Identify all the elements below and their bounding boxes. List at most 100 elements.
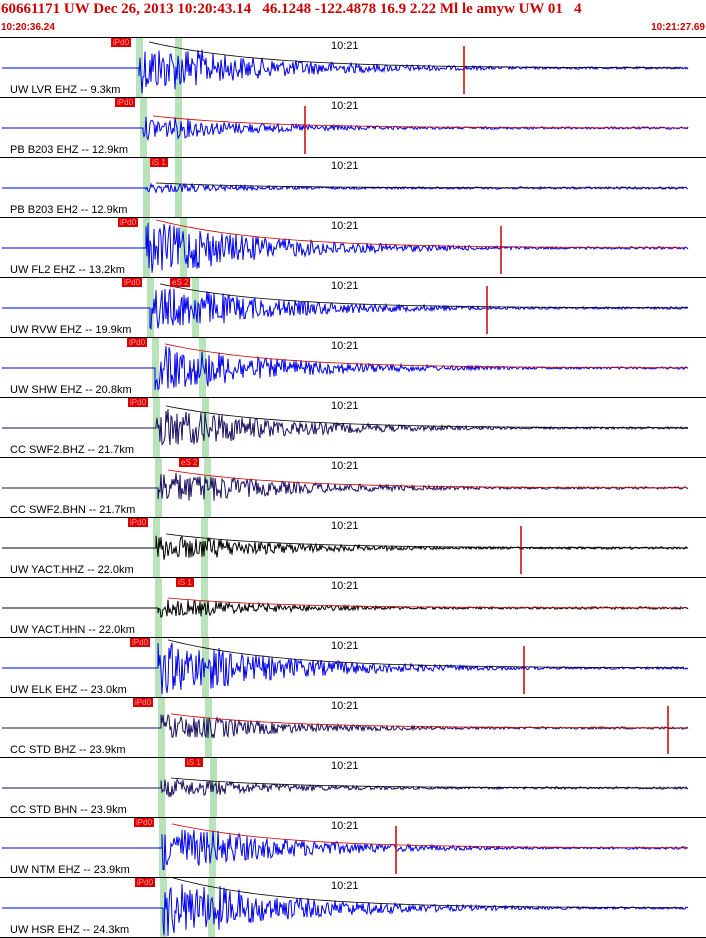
waveform-trace <box>2 642 689 695</box>
pick-tag[interactable]: iPd0 <box>111 38 132 47</box>
trace-panel[interactable]: 10:21 iPd0 eS 2 UW RVW EHZ -- 19.9km <box>0 278 706 338</box>
coda-curve <box>155 219 684 249</box>
minute-label: 10:21 <box>331 820 359 832</box>
waveform-svg <box>2 878 689 937</box>
station-label: CC SWF2.BHN -- 21.7km <box>10 504 136 516</box>
minute-label: 10:21 <box>331 460 359 472</box>
station-label: PB B203 EH2 -- 12.9km <box>10 204 128 216</box>
trace-panel[interactable]: 10:21 iPd0 UW YACT.HHZ -- 22.0km <box>0 518 706 578</box>
station-label: UW YACT.HHN -- 22.0km <box>10 624 135 636</box>
coda-curve <box>170 777 687 789</box>
minute-label: 10:21 <box>331 160 359 172</box>
waveform-trace <box>2 599 689 619</box>
pick-tag[interactable]: iPd0 <box>128 398 149 407</box>
pick-tag[interactable]: iPd0 <box>134 818 155 827</box>
waveform-svg <box>2 518 689 577</box>
pick-window <box>202 398 209 457</box>
coda-curve <box>167 639 684 669</box>
waveform-svg <box>2 398 689 457</box>
station-label: UW SHW EHZ -- 20.8km <box>10 384 132 396</box>
waveform-svg <box>2 458 689 517</box>
pick-window <box>180 218 187 277</box>
trace-panel[interactable]: 10:21 iPd0 CC STD BHZ -- 23.9km <box>0 698 706 758</box>
trace-panel[interactable]: 10:21 iPd0 UW FL2 EHZ -- 13.2km <box>0 218 706 278</box>
minute-label: 10:21 <box>331 280 359 292</box>
station-label: UW ELK EHZ -- 23.0km <box>10 684 127 696</box>
start-time: 10:20:36.24 <box>1 22 55 33</box>
minute-label: 10:21 <box>331 340 359 352</box>
event-title: 60661171 UW Dec 26, 2013 10:20:43.14 46.… <box>1 1 582 17</box>
station-label: PB B203 EHZ -- 12.9km <box>10 144 128 156</box>
trace-panel[interactable]: 10:21 iPd0 CC SWF2.BHZ -- 21.7km <box>0 398 706 458</box>
waveform-svg <box>2 38 689 97</box>
station-label: UW HSR EHZ -- 24.3km <box>10 924 130 936</box>
end-time: 10:21:27.69 <box>651 22 705 33</box>
pick-tag[interactable]: iPd0 <box>135 878 156 887</box>
pick-tag[interactable]: iPd0 <box>128 518 149 527</box>
waveform-svg <box>2 278 689 337</box>
minute-label: 10:21 <box>331 100 359 112</box>
pick-tag[interactable]: iPd0 <box>115 98 136 107</box>
trace-panel[interactable]: 10:21 eS 2 CC SWF2.BHN -- 21.7km <box>0 458 706 518</box>
coda-curve <box>165 405 688 429</box>
waveform-trace <box>2 472 689 501</box>
coda-curve <box>170 713 687 729</box>
waveform-svg <box>2 98 689 157</box>
trace-panel[interactable]: 10:21 iPd0 PB B203 EHZ -- 12.9km <box>0 98 706 158</box>
minute-label: 10:21 <box>331 760 359 772</box>
pick-tag[interactable]: iS 1 <box>176 578 194 587</box>
event-header: 60661171 UW Dec 26, 2013 10:20:43.14 46.… <box>0 0 706 38</box>
trace-panel[interactable]: 10:21 iPd0 UW NTM EHZ -- 23.9km <box>0 818 706 878</box>
trace-panel[interactable]: 10:21 iS 1 CC STD BHN -- 23.9km <box>0 758 706 818</box>
coda-curve <box>167 469 684 489</box>
waveform-svg <box>2 218 689 277</box>
coda-curve <box>165 533 688 549</box>
pick-tag[interactable]: iPd0 <box>127 338 148 347</box>
waveform-svg <box>2 698 689 757</box>
waveform-svg <box>2 758 689 817</box>
station-label: UW FL2 EHZ -- 13.2km <box>10 264 125 276</box>
pick-window <box>208 878 215 937</box>
coda-curve <box>155 182 684 189</box>
pick-window <box>175 38 182 97</box>
minute-label: 10:21 <box>331 40 359 52</box>
pick-tag[interactable]: eS 2 <box>179 458 200 467</box>
waveform-trace <box>2 884 689 937</box>
pick-tag[interactable]: eS 2 <box>170 278 191 287</box>
trace-panel[interactable]: 10:21 iPd0 UW SHW EHZ -- 20.8km <box>0 338 706 398</box>
waveform-trace <box>2 829 689 871</box>
waveform-trace <box>2 346 689 391</box>
trace-panel[interactable]: 10:21 iS 1 PB B203 EH2 -- 12.9km <box>0 158 706 218</box>
trace-panel[interactable]: 10:21 iPd0 UW ELK EHZ -- 23.0km <box>0 638 706 698</box>
waveform-trace <box>2 778 689 798</box>
station-label: UW NTM EHZ -- 23.9km <box>10 864 130 876</box>
pick-tag[interactable]: iPd0 <box>133 698 154 707</box>
minute-label: 10:21 <box>331 220 359 232</box>
pick-tag[interactable]: iS 1 <box>150 158 168 167</box>
pick-tag[interactable]: iS 1 <box>185 758 203 767</box>
seismogram-plot[interactable]: 10:21 iPd0 UW LVR EHZ -- 9.3km 10:21 iPd0 PB … <box>0 38 706 938</box>
coda-curve <box>164 343 687 369</box>
pick-tag[interactable]: iPd0 <box>118 218 139 227</box>
pick-window <box>202 638 209 697</box>
coda-curve <box>148 41 683 69</box>
coda-curve <box>167 597 684 609</box>
waveform-svg <box>2 338 689 397</box>
station-label: CC STD BHN -- 23.9km <box>10 804 127 816</box>
trace-panel[interactable]: 10:21 iS 1 UW YACT.HHN -- 22.0km <box>0 578 706 638</box>
minute-label: 10:21 <box>331 640 359 652</box>
minute-label: 10:21 <box>331 880 359 892</box>
coda-curve <box>172 878 683 909</box>
pick-tag[interactable]: iPd0 <box>130 638 151 647</box>
trace-panel[interactable]: 10:21 iPd0 UW LVR EHZ -- 9.3km <box>0 38 706 98</box>
station-label: UW LVR EHZ -- 9.3km <box>10 84 121 96</box>
station-label: UW YACT.HHZ -- 22.0km <box>10 564 134 576</box>
minute-label: 10:21 <box>331 700 359 712</box>
pick-window <box>201 578 208 637</box>
waveform-trace <box>2 713 689 739</box>
waveform-svg <box>2 578 689 637</box>
pick-tag[interactable]: iPd0 <box>122 278 143 287</box>
minute-label: 10:21 <box>331 520 359 532</box>
trace-panel[interactable]: 10:21 iPd0 UW HSR EHZ -- 24.3km <box>0 878 706 938</box>
station-label: UW RVW EHZ -- 19.9km <box>10 324 132 336</box>
